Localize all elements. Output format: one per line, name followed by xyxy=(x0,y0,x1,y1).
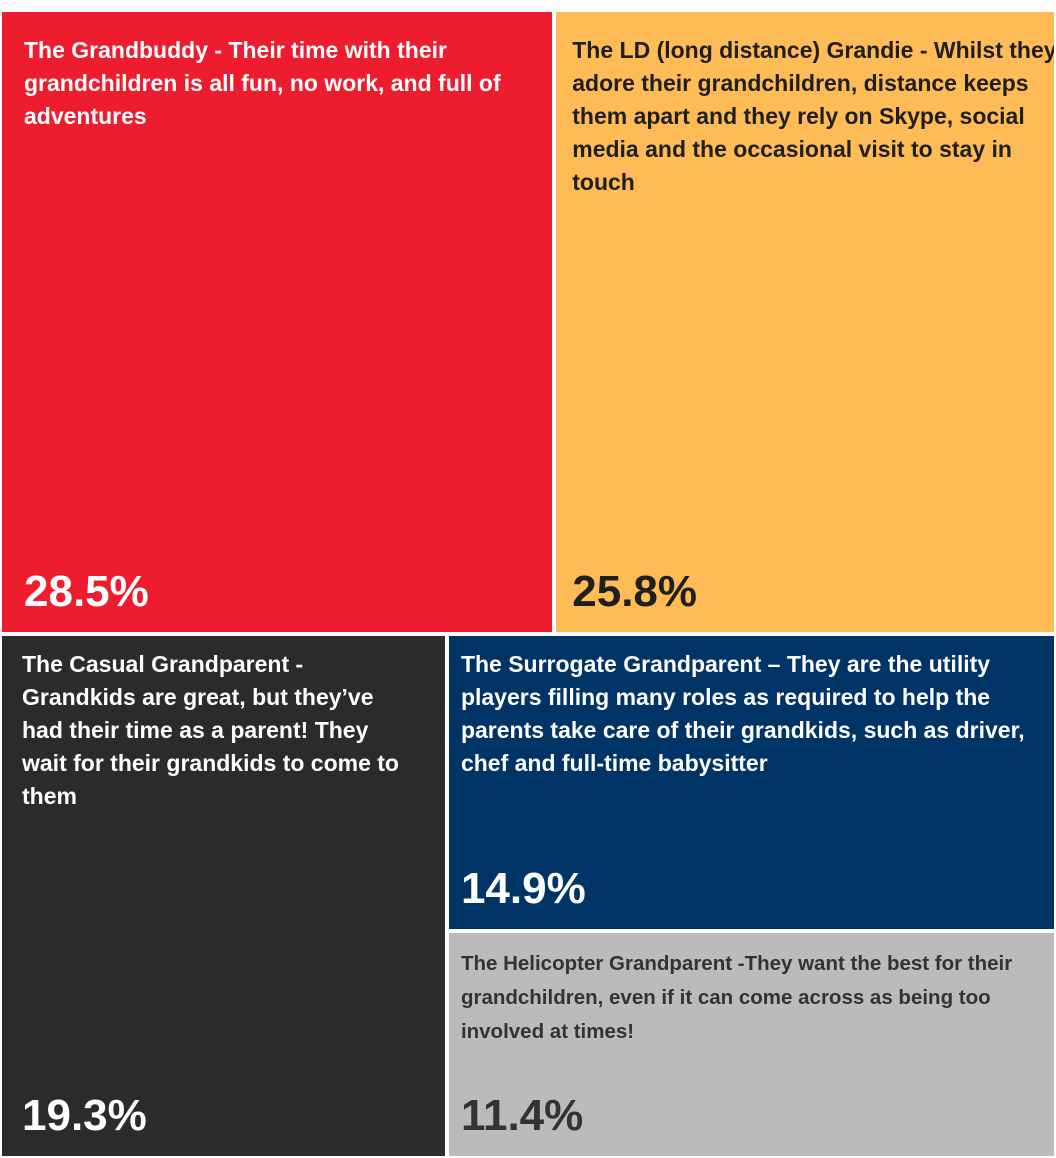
tile-surrogate-grandparent-description: The Surrogate Grandparent – They are the… xyxy=(460,650,1025,776)
tile-ld-grandie: The LD (long distance) Grandie - Whilst … xyxy=(554,10,1056,634)
tile-ld-grandie-description: The LD (long distance) Grandie - Whilst … xyxy=(572,37,1056,195)
tile-helicopter-grandparent-description: The Helicopter Grandparent -They want th… xyxy=(460,951,1013,1043)
tile-helicopter-grandparent: The Helicopter Grandparent -They want th… xyxy=(446,930,1056,1158)
tile-ld-grandie-value: 25.8% xyxy=(572,566,698,616)
tile-casual-grandparent-description: The Casual Grandparent - Grandkids are g… xyxy=(22,650,399,809)
tile-casual-grandparent-value: 19.3% xyxy=(22,1090,147,1140)
tile-surrogate-grandparent: The Surrogate Grandparent – They are the… xyxy=(446,633,1056,931)
tile-grandbuddy-description: The Grandbuddy - Their time with their g… xyxy=(24,37,501,129)
tile-grandbuddy: The Grandbuddy - Their time with their g… xyxy=(0,10,555,634)
tile-helicopter-grandparent-value: 11.4% xyxy=(460,1090,584,1140)
tile-surrogate-grandparent-value: 14.9% xyxy=(460,863,586,913)
tile-grandbuddy-value: 28.5% xyxy=(24,566,149,616)
tile-casual-grandparent: The Casual Grandparent - Grandkids are g… xyxy=(0,633,447,1158)
